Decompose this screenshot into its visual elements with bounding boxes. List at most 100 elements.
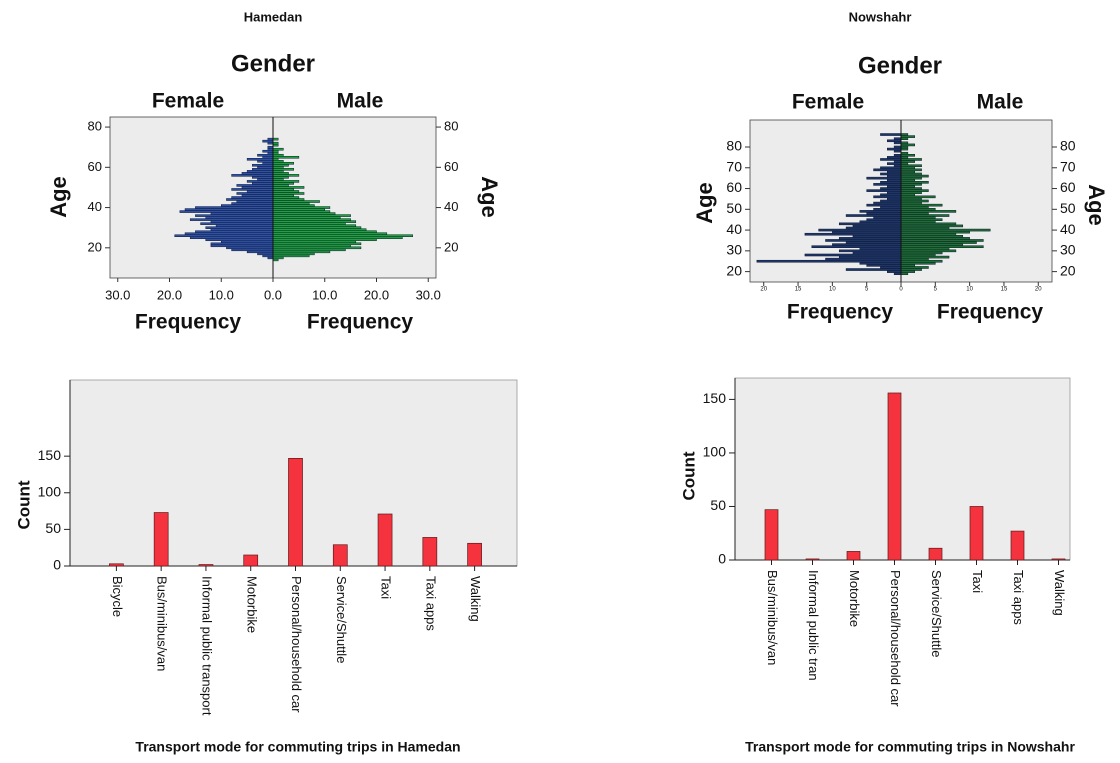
pyramid-bar xyxy=(900,224,964,228)
pyramid-bar xyxy=(272,168,294,171)
pyramid-bar xyxy=(272,166,284,169)
pyramid-bar xyxy=(900,147,909,151)
pyramid-bar xyxy=(880,158,902,161)
pyramid-bar xyxy=(252,168,274,171)
pyramid-bar xyxy=(866,189,902,192)
bar xyxy=(288,458,303,567)
pyramid-bar xyxy=(226,246,274,250)
x-tick-label: Informal public transport xyxy=(200,576,215,716)
pyramid-bar xyxy=(184,208,274,211)
pyramid-bar xyxy=(900,189,929,192)
x-axis-title: Transport mode for commuting trips in No… xyxy=(745,739,1075,755)
pyramid-bar xyxy=(272,141,279,145)
y-tick-label: 100 xyxy=(38,483,62,499)
pyramid-bar xyxy=(272,178,284,181)
pyramid-bar xyxy=(246,180,274,183)
pyramid-bar xyxy=(900,270,915,273)
y-tick-label: 20 xyxy=(444,239,458,254)
pyramid-bar xyxy=(900,218,943,221)
pyramid-bar xyxy=(272,242,362,246)
pyramid-bar xyxy=(900,264,915,267)
pyramid-bar xyxy=(272,212,336,215)
pyramid-bar xyxy=(900,158,922,161)
y-tick-label: 70 xyxy=(726,158,742,174)
side-label: Male xyxy=(977,91,1024,114)
x-tick-label: Bus/minibus/van xyxy=(765,570,780,665)
pyramid-bar xyxy=(231,248,274,252)
pyramid-bar xyxy=(900,210,957,213)
pyramid-bar xyxy=(272,188,294,191)
pyramid-bar xyxy=(900,222,957,226)
pyramid-bar xyxy=(174,234,274,237)
pyramid-bar xyxy=(838,255,902,259)
x-tick-label: Taxi apps xyxy=(1011,570,1026,625)
pyramid-bar xyxy=(900,162,909,165)
pyramid-bar xyxy=(900,178,915,182)
pyramid-bar xyxy=(873,201,902,205)
pyramid-bar xyxy=(272,160,284,163)
pyramid-bar xyxy=(845,268,902,271)
pyramid-bar xyxy=(900,168,922,172)
x-tick-label: Walking xyxy=(1052,570,1067,616)
pyramid-bar xyxy=(272,250,331,254)
y-tick-label: 80 xyxy=(726,138,742,154)
chart-title: Hamedan xyxy=(244,9,303,24)
pyramid-bar xyxy=(236,184,274,187)
pyramid-bar xyxy=(900,245,984,248)
pyramid-bar xyxy=(272,216,341,219)
pyramid-bar xyxy=(900,205,929,209)
pyramid-bar xyxy=(272,194,294,197)
side-label: Female xyxy=(152,90,224,113)
pyramid-bar xyxy=(873,208,902,211)
pyramid-bar xyxy=(880,181,902,184)
y-axis-title: Age xyxy=(692,182,717,224)
pyramid-bar xyxy=(832,230,902,234)
pyramid-bar xyxy=(241,172,274,175)
y-axis-title: Age xyxy=(46,176,71,218)
bar xyxy=(332,544,348,567)
x-axis-title: Frequency xyxy=(937,301,1044,324)
pyramid-bar xyxy=(272,158,279,161)
pyramid-bar xyxy=(257,153,274,157)
pyramid-bar xyxy=(900,176,922,180)
pyramid-bar xyxy=(226,198,274,201)
pyramid-bar xyxy=(272,147,284,151)
x-tick-label: 30.0 xyxy=(105,287,130,302)
pyramid-bar xyxy=(804,232,902,236)
pyramid-bar xyxy=(873,216,902,219)
pyramid-bar xyxy=(900,262,936,265)
pyramid-bar xyxy=(859,247,902,251)
pyramid-bar xyxy=(900,228,991,232)
pyramid-bar xyxy=(252,182,274,185)
pyramid-bar xyxy=(887,185,902,188)
pyramid-bar xyxy=(900,166,915,170)
pyramid-bar xyxy=(272,162,294,165)
pyramid-bar xyxy=(200,222,274,225)
pyramid-bar xyxy=(880,133,902,136)
y-tick-label: 80 xyxy=(444,119,458,134)
pyramid-bar xyxy=(272,214,351,217)
pyramid-bar xyxy=(756,259,902,263)
pyramid-bar xyxy=(845,241,902,244)
pyramid-bar xyxy=(900,268,922,271)
bar xyxy=(109,563,124,567)
pyramid-bar xyxy=(272,155,300,159)
pyramid-bar xyxy=(272,190,300,193)
pyramid-bar xyxy=(236,192,274,195)
x-tick-label: Service/Shuttle xyxy=(334,576,349,663)
side-label: Female xyxy=(792,91,864,114)
pyramid-bar xyxy=(893,272,902,275)
bar xyxy=(887,392,902,561)
pyramid-bar xyxy=(880,172,902,176)
pyramid-bar xyxy=(272,236,403,240)
x-tick-label: Motorbike xyxy=(847,570,862,627)
pyramid-bar xyxy=(272,176,289,179)
pyramid-bar xyxy=(900,272,909,275)
pyramid-bar xyxy=(893,141,902,145)
y-axis-title: Count xyxy=(14,480,33,529)
y-tick-label: 20 xyxy=(1060,262,1076,278)
pyramid-bar xyxy=(189,236,274,240)
pyramid-bar xyxy=(257,178,274,181)
